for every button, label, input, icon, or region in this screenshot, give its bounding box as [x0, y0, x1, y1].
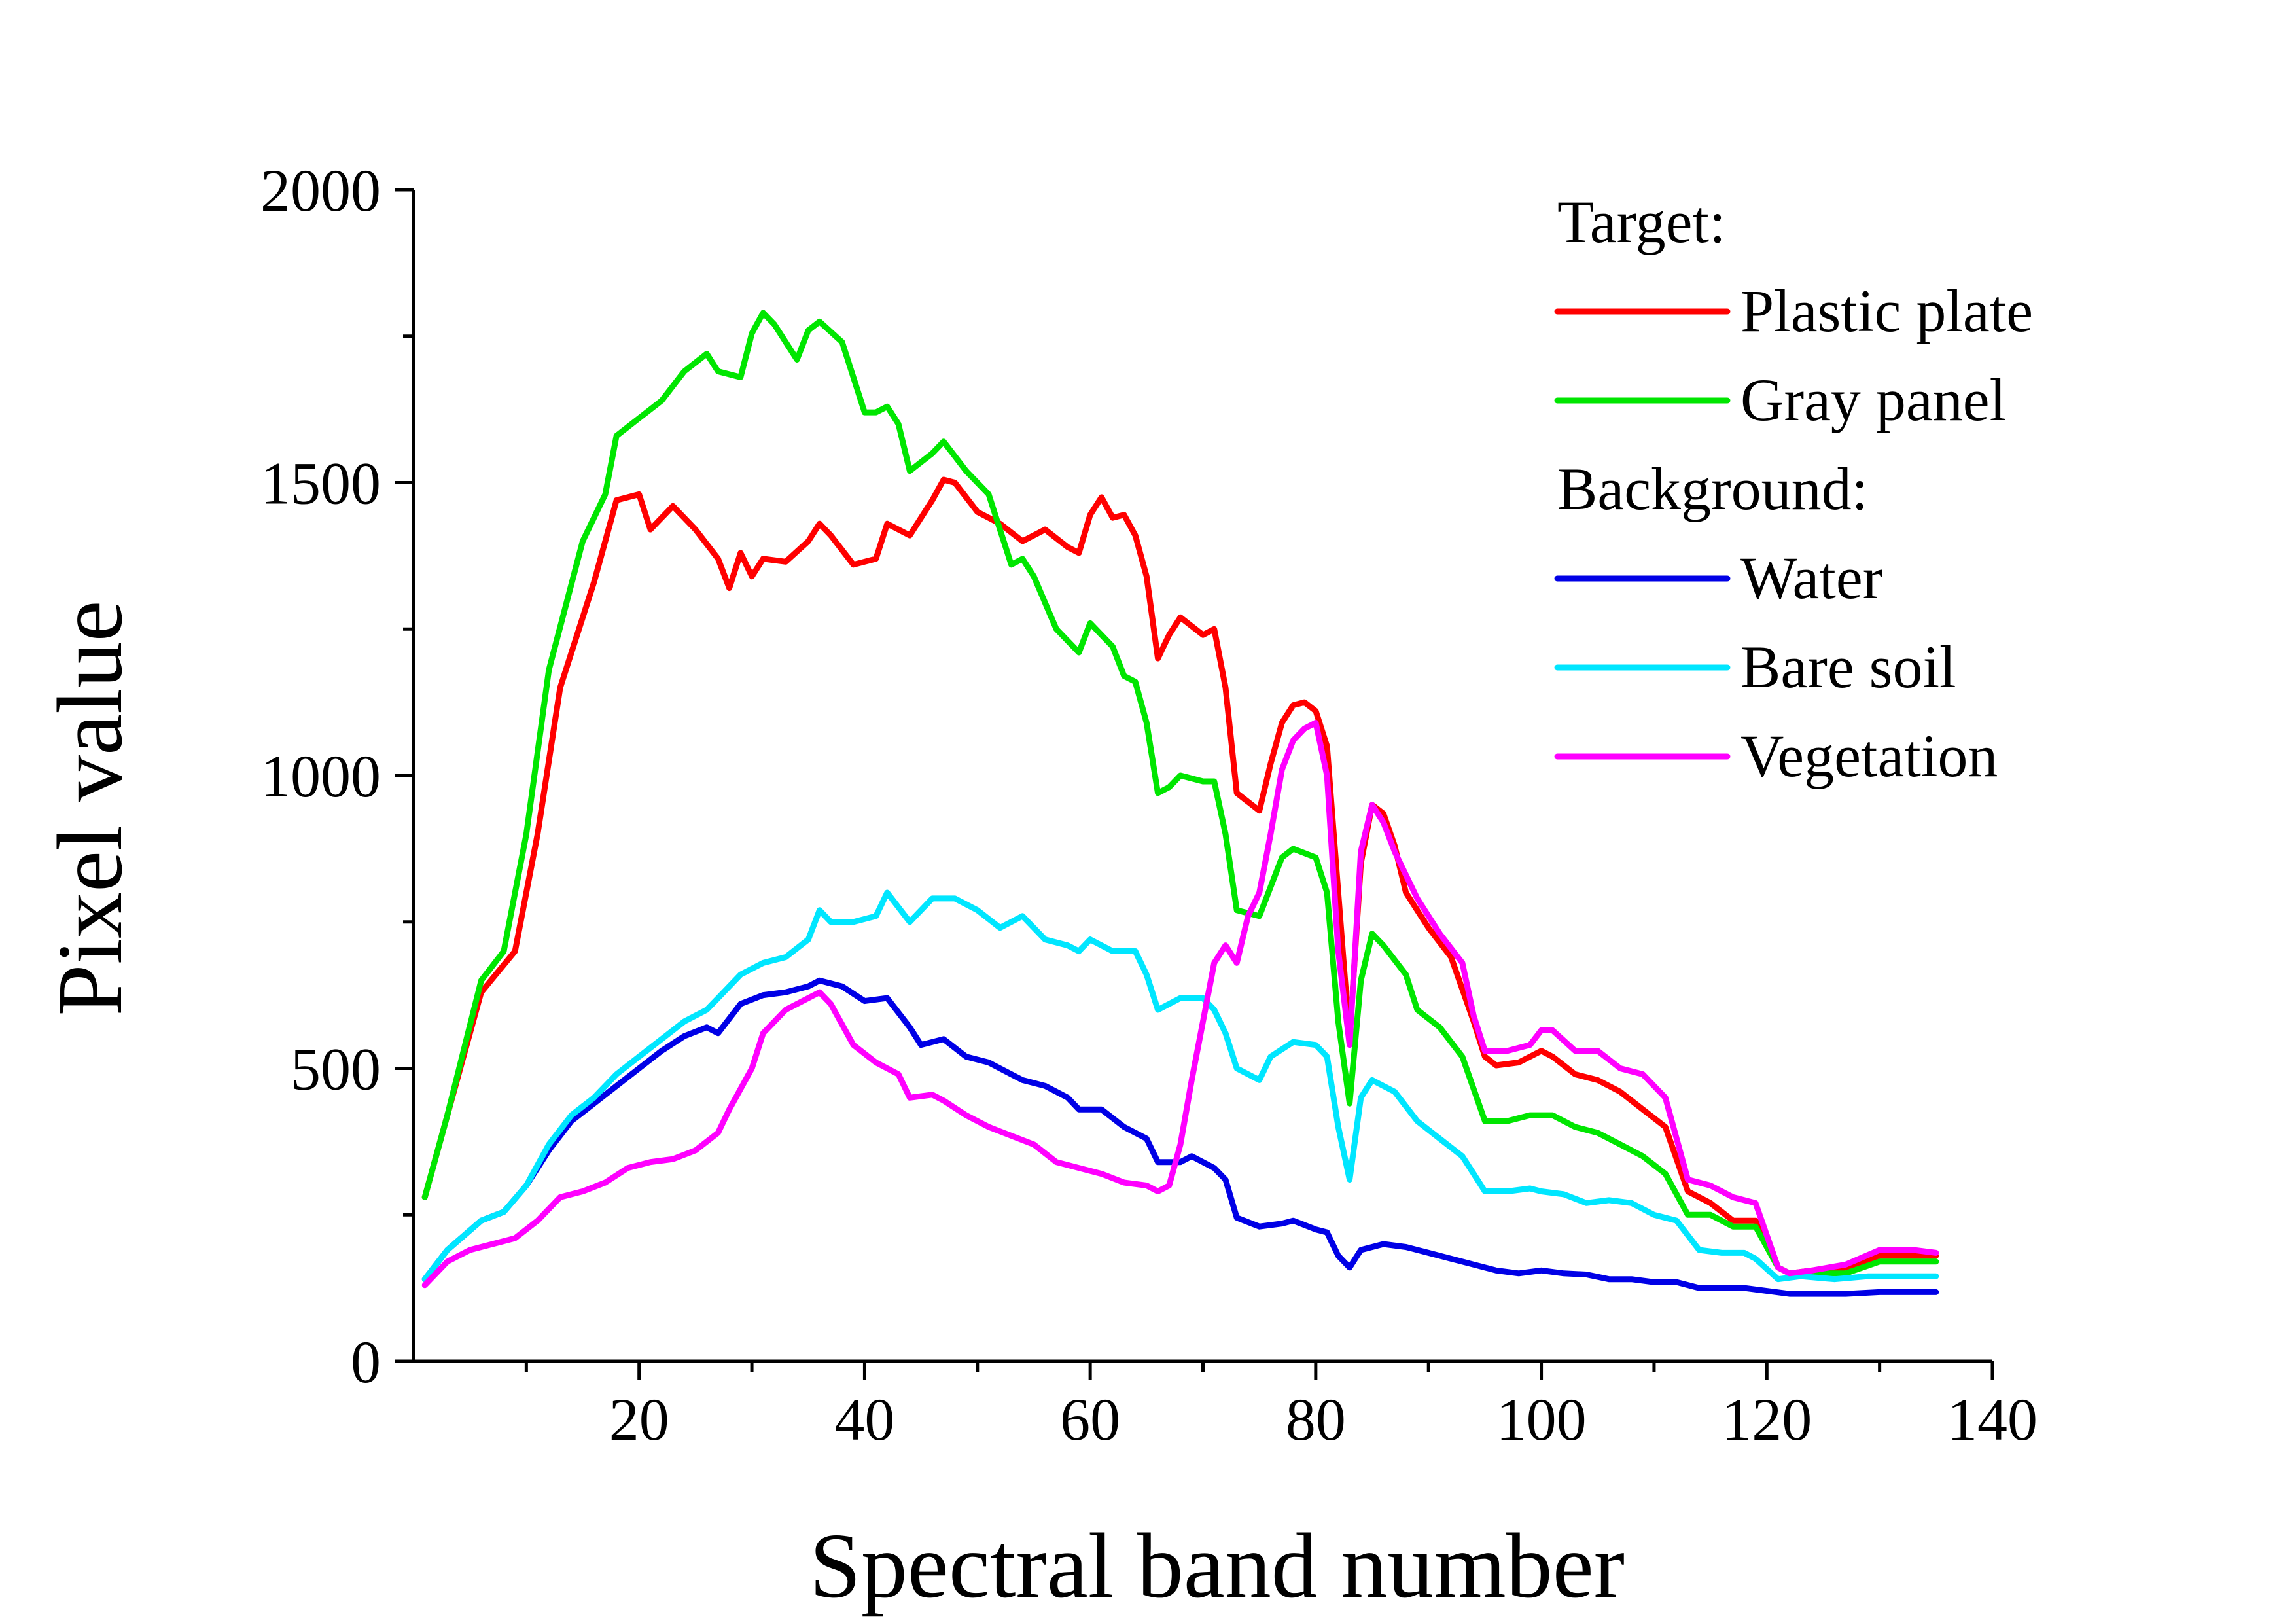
- legend-label: Plastic plate: [1740, 277, 2033, 344]
- legend-label: Water: [1740, 544, 1882, 611]
- series-line-water: [421, 977, 1939, 1297]
- legend-group-heading: Background:: [1557, 455, 1868, 522]
- x-tick-label: 40: [834, 1386, 894, 1453]
- legend-group-heading: Target:: [1557, 188, 1726, 255]
- y-axis-title: Pixel value: [38, 601, 141, 1016]
- x-tick-label: 20: [609, 1386, 669, 1453]
- series-line-gray-panel: [421, 310, 1939, 1277]
- legend-label: Bare soil: [1740, 633, 1956, 700]
- x-tick-label: 100: [1496, 1386, 1587, 1453]
- series-line-plastic-plate: [421, 476, 1939, 1277]
- plot-area: [421, 310, 1939, 1297]
- x-axis-title: Spectral band number: [809, 1514, 1625, 1617]
- y-tick-label: 0: [351, 1329, 381, 1395]
- legend-label: Gray panel: [1740, 366, 2006, 433]
- series-line-bare-soil: [421, 889, 1939, 1283]
- x-tick-label: 140: [1947, 1386, 2038, 1453]
- x-tick-label: 80: [1286, 1386, 1346, 1453]
- legend: Target:Plastic plate Gray panel Background…: [1554, 188, 2033, 789]
- y-tick-label: 1500: [260, 450, 381, 517]
- legend-label: Vegetation: [1740, 722, 1998, 789]
- series-line-vegetation: [421, 719, 1939, 1289]
- x-tick-label: 120: [1722, 1386, 1812, 1453]
- axes: 20 40 60 80 100 120 140 0 500 1000 1500 2000: [260, 157, 2038, 1453]
- x-tick-label: 60: [1060, 1386, 1120, 1453]
- y-tick-label: 1000: [260, 743, 381, 810]
- y-tick-label: 2000: [260, 157, 381, 224]
- y-tick-label: 500: [291, 1036, 381, 1103]
